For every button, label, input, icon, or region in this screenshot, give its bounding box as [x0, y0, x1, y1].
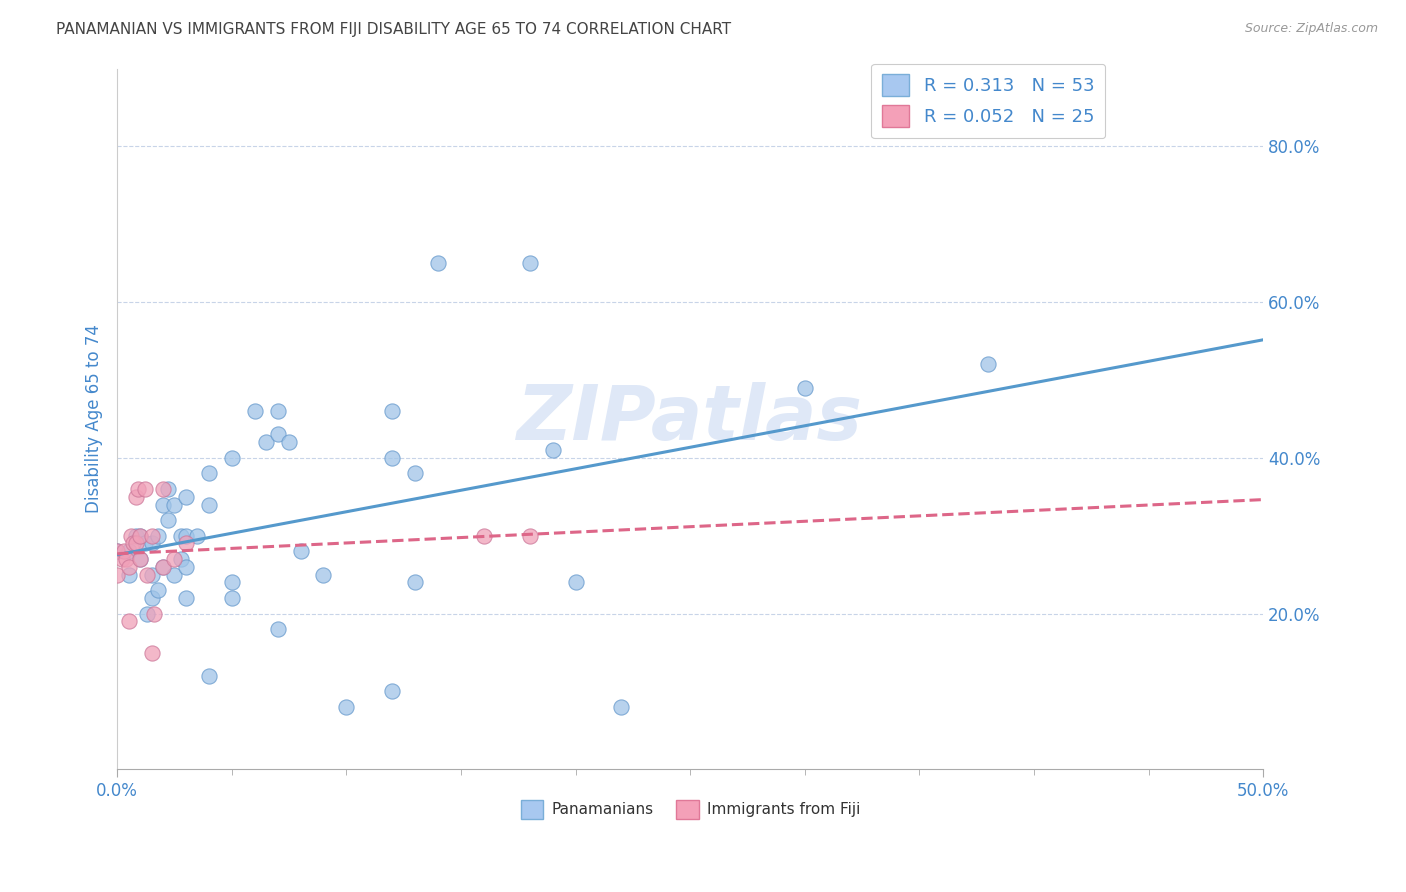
Point	[404, 467, 426, 481]
Point	[198, 669, 221, 683]
Point	[266, 622, 288, 636]
Point	[105, 544, 128, 558]
Text: ZIPatlas: ZIPatlas	[517, 382, 863, 456]
Point	[112, 544, 135, 558]
Point	[142, 607, 165, 621]
Point	[129, 552, 152, 566]
Point	[115, 552, 138, 566]
Point	[170, 552, 193, 566]
Point	[519, 256, 541, 270]
Point	[141, 567, 163, 582]
Point	[163, 552, 186, 566]
Point	[156, 482, 179, 496]
Point	[105, 544, 128, 558]
Point	[266, 427, 288, 442]
Point	[381, 684, 404, 698]
Point	[129, 529, 152, 543]
Point	[136, 567, 159, 582]
Point	[198, 467, 221, 481]
Point	[141, 536, 163, 550]
Point	[243, 404, 266, 418]
Point	[174, 536, 197, 550]
Text: PANAMANIAN VS IMMIGRANTS FROM FIJI DISABILITY AGE 65 TO 74 CORRELATION CHART: PANAMANIAN VS IMMIGRANTS FROM FIJI DISAB…	[56, 22, 731, 37]
Point	[127, 482, 149, 496]
Point	[124, 536, 146, 550]
Point	[118, 544, 141, 558]
Point	[610, 700, 633, 714]
Point	[793, 381, 815, 395]
Point	[404, 575, 426, 590]
Point	[977, 358, 1000, 372]
Point	[174, 559, 197, 574]
Point	[266, 404, 288, 418]
Point	[564, 575, 586, 590]
Point	[221, 591, 243, 605]
Point	[118, 567, 141, 582]
Point	[124, 529, 146, 543]
Point	[278, 435, 301, 450]
Y-axis label: Disability Age 65 to 74: Disability Age 65 to 74	[86, 325, 103, 514]
Point	[124, 490, 146, 504]
Point	[141, 646, 163, 660]
Point	[254, 435, 277, 450]
Point	[381, 404, 404, 418]
Point	[174, 529, 197, 543]
Point	[174, 591, 197, 605]
Point	[152, 559, 174, 574]
Point	[111, 552, 134, 566]
Point	[134, 482, 156, 496]
Point	[381, 450, 404, 465]
Point	[312, 567, 335, 582]
Point	[427, 256, 450, 270]
Point	[152, 482, 174, 496]
Point	[163, 498, 186, 512]
Point	[221, 450, 243, 465]
Point	[141, 529, 163, 543]
Point	[198, 498, 221, 512]
Point	[186, 529, 208, 543]
Point	[170, 529, 193, 543]
Point	[541, 443, 564, 458]
Text: Source: ZipAtlas.com: Source: ZipAtlas.com	[1244, 22, 1378, 36]
Point	[129, 552, 152, 566]
Point	[290, 544, 312, 558]
Point	[174, 490, 197, 504]
Point	[152, 498, 174, 512]
Legend: Panamanians, Immigrants from Fiji: Panamanians, Immigrants from Fiji	[515, 794, 866, 825]
Point	[472, 529, 495, 543]
Point	[335, 700, 357, 714]
Point	[148, 529, 170, 543]
Point	[134, 536, 156, 550]
Point	[141, 591, 163, 605]
Point	[118, 615, 141, 629]
Point	[156, 513, 179, 527]
Point	[129, 529, 152, 543]
Point	[163, 567, 186, 582]
Point	[519, 529, 541, 543]
Point	[148, 583, 170, 598]
Point	[122, 536, 145, 550]
Point	[120, 529, 142, 543]
Point	[118, 559, 141, 574]
Point	[152, 559, 174, 574]
Point	[105, 567, 128, 582]
Point	[221, 575, 243, 590]
Point	[136, 607, 159, 621]
